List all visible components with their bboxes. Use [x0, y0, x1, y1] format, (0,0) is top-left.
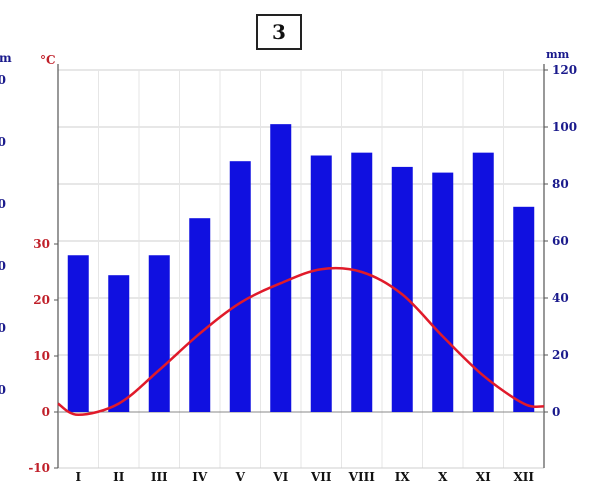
month-label: IV: [192, 470, 208, 484]
right-axis-unit: mm: [546, 48, 570, 61]
precipitation-bar: [189, 218, 211, 412]
month-label: XII: [513, 470, 534, 484]
cut-axis-label: 0: [0, 259, 6, 273]
precipitation-bar: [513, 206, 535, 412]
month-label: X: [438, 470, 448, 484]
cut-axis-unit: m: [0, 51, 12, 65]
cut-axis-label: 0: [0, 383, 6, 397]
precipitation-bar: [108, 275, 130, 412]
month-label: VI: [272, 470, 288, 484]
precipitation-bar: [391, 166, 413, 412]
precipitation-bar: [432, 172, 454, 412]
precipitation-bar: [148, 255, 170, 412]
month-label: VII: [310, 470, 332, 484]
right-tick-label: 120: [552, 63, 577, 77]
precipitation-bar: [270, 124, 292, 413]
left-tick-label: 0: [42, 405, 50, 419]
cut-axis-label: 00: [0, 135, 6, 149]
precipitation-bar: [351, 152, 373, 412]
right-tick-label: 80: [552, 177, 569, 191]
cut-axis-label: 0: [0, 197, 6, 211]
left-tick-label: 10: [33, 349, 50, 363]
cut-axis-label: 20: [0, 73, 6, 87]
right-tick-label: 40: [552, 291, 569, 305]
temperature-line: [57, 266, 545, 417]
month-label: III: [151, 470, 168, 484]
month-label: VIII: [348, 470, 376, 484]
month-label: IX: [395, 470, 411, 484]
cut-axis-label: 0: [0, 321, 6, 335]
right-tick-label: 60: [552, 234, 569, 248]
month-label: II: [113, 470, 125, 484]
left-tick-label: 30: [33, 237, 50, 251]
precipitation-bar: [229, 161, 251, 412]
panel-label: 3: [256, 14, 302, 50]
month-label: XI: [476, 470, 491, 484]
month-label: V: [235, 470, 246, 484]
left-tick-label: 20: [33, 293, 50, 307]
right-tick-label: 0: [552, 405, 560, 419]
month-label: I: [75, 470, 81, 484]
precipitation-bar: [67, 255, 89, 412]
left-tick-label: -10: [28, 461, 50, 475]
left-axis-unit: °C: [40, 53, 56, 67]
precipitation-bar: [310, 155, 332, 412]
precipitation-bar: [472, 152, 494, 412]
right-tick-label: 20: [552, 348, 569, 362]
right-tick-label: 100: [552, 120, 577, 134]
